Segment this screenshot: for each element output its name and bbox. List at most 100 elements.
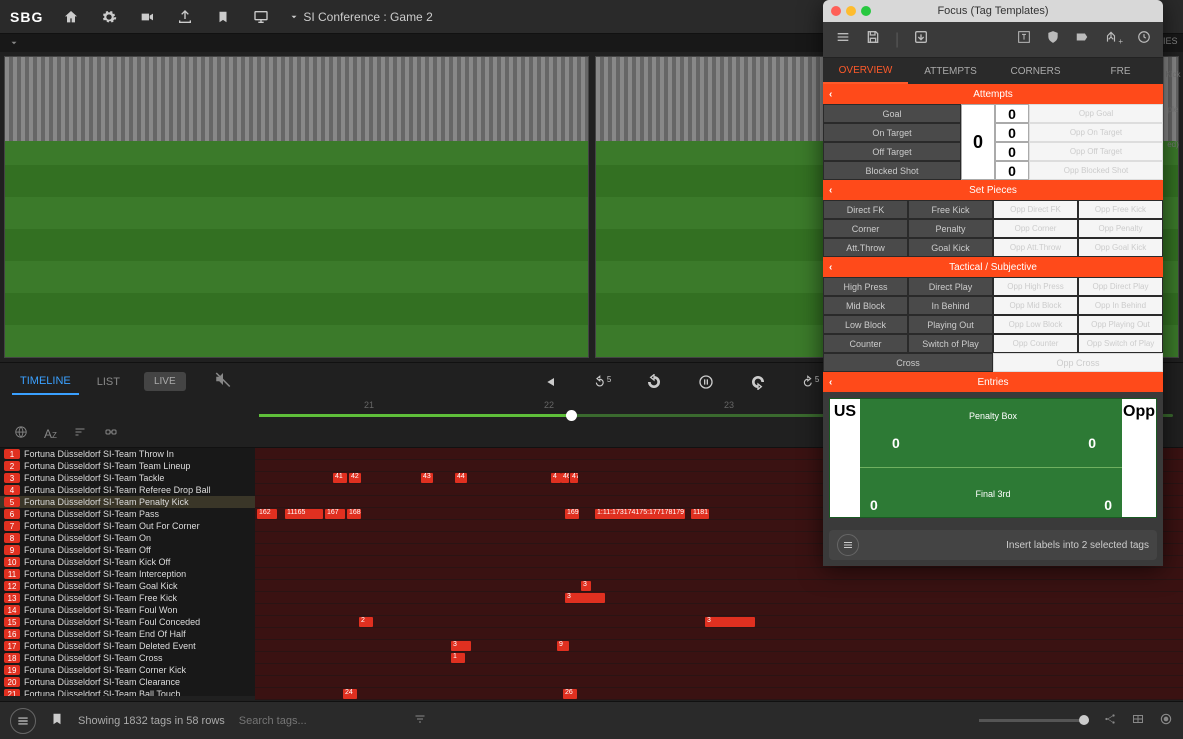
- setpiece-cell[interactable]: Opp Free Kick: [1078, 200, 1163, 219]
- tab-free[interactable]: FRE: [1078, 58, 1163, 84]
- bookmarks-icon[interactable]: [50, 711, 64, 730]
- zoom-thumb[interactable]: [1079, 715, 1089, 725]
- gear-icon[interactable]: [99, 7, 119, 27]
- clip[interactable]: 44: [455, 473, 467, 483]
- clock-icon[interactable]: [1137, 30, 1151, 49]
- clip[interactable]: 169: [565, 509, 579, 519]
- split-icon[interactable]: [1103, 712, 1117, 729]
- video-feed-1[interactable]: [4, 56, 589, 358]
- search-input[interactable]: [239, 715, 399, 727]
- merge-icon[interactable]: +: [1104, 30, 1123, 49]
- sort-lines-icon[interactable]: [73, 426, 87, 441]
- clip[interactable]: 162: [257, 509, 277, 519]
- event-row[interactable]: 21Fortuna Düsseldorf SI-Team Ball Touch: [0, 688, 255, 696]
- event-row[interactable]: 5Fortuna Düsseldorf SI-Team Penalty Kick: [0, 496, 255, 508]
- clip[interactable]: 1: [451, 653, 465, 663]
- tactical-cell[interactable]: Opp Counter: [993, 334, 1078, 353]
- clip[interactable]: 47: [570, 473, 578, 483]
- tactical-cell[interactable]: High Press: [823, 277, 908, 296]
- attempts-label[interactable]: On Target: [823, 123, 961, 142]
- clip[interactable]: 3: [705, 617, 755, 627]
- tactical-cell[interactable]: Mid Block: [823, 296, 908, 315]
- event-row[interactable]: 4Fortuna Düsseldorf SI-Team Referee Drop…: [0, 484, 255, 496]
- tab-attempts[interactable]: ATTEMPTS: [908, 58, 993, 84]
- camera-icon[interactable]: [137, 7, 157, 27]
- section-entries-header[interactable]: ‹Entries: [823, 372, 1163, 392]
- event-row[interactable]: 18Fortuna Düsseldorf SI-Team Cross: [0, 652, 255, 664]
- rewind-icon[interactable]: [645, 373, 663, 391]
- track-row[interactable]: 23: [255, 616, 1183, 628]
- breadcrumb[interactable]: SI Conference : Game 2: [289, 10, 432, 24]
- track-row[interactable]: [255, 676, 1183, 688]
- setpiece-cell[interactable]: Opp Penalty: [1078, 219, 1163, 238]
- link-icon[interactable]: [103, 426, 119, 441]
- setpiece-cell[interactable]: Corner: [823, 219, 908, 238]
- clip[interactable]: 26: [563, 689, 577, 699]
- monitor-icon[interactable]: [251, 7, 271, 27]
- tactical-cell[interactable]: Low Block: [823, 315, 908, 334]
- menu-circle-icon[interactable]: [10, 708, 36, 734]
- tactical-cell[interactable]: Playing Out: [908, 315, 993, 334]
- track-row[interactable]: [255, 568, 1183, 580]
- clip[interactable]: 168: [347, 509, 361, 519]
- event-row[interactable]: 17Fortuna Düsseldorf SI-Team Deleted Eve…: [0, 640, 255, 652]
- attempts-label[interactable]: Blocked Shot: [823, 161, 961, 180]
- clip[interactable]: 3: [451, 641, 471, 651]
- setpiece-cell[interactable]: Opp Goal Kick: [1078, 238, 1163, 257]
- tactical-cell[interactable]: Opp Direct Play: [1078, 277, 1163, 296]
- tactical-cell[interactable]: In Behind: [908, 296, 993, 315]
- track-row[interactable]: 3: [255, 580, 1183, 592]
- event-row[interactable]: 6Fortuna Düsseldorf SI-Team Pass: [0, 508, 255, 520]
- clip[interactable]: 9: [557, 641, 569, 651]
- text-box-icon[interactable]: [1016, 29, 1032, 50]
- setpiece-cell[interactable]: Att.Throw: [823, 238, 908, 257]
- clip[interactable]: 1:11:173174175:177178179: [595, 509, 685, 519]
- setpiece-cell[interactable]: Opp Att.Throw: [993, 238, 1078, 257]
- event-row[interactable]: 2Fortuna Düsseldorf SI-Team Team Lineup: [0, 460, 255, 472]
- shield-icon[interactable]: [1046, 29, 1060, 50]
- menu-icon[interactable]: [835, 29, 851, 50]
- clip[interactable]: 24: [343, 689, 357, 699]
- save-icon[interactable]: [865, 29, 881, 50]
- event-row[interactable]: 3Fortuna Düsseldorf SI-Team Tackle: [0, 472, 255, 484]
- min-dot[interactable]: [846, 6, 856, 16]
- tactical-cell[interactable]: Opp Playing Out: [1078, 315, 1163, 334]
- attempts-label[interactable]: Goal: [823, 104, 961, 123]
- tactical-cell[interactable]: Opp High Press: [993, 277, 1078, 296]
- event-row[interactable]: 8Fortuna Düsseldorf SI-Team On: [0, 532, 255, 544]
- tactical-cell[interactable]: Opp In Behind: [1078, 296, 1163, 315]
- setpiece-cell[interactable]: Free Kick: [908, 200, 993, 219]
- track-row[interactable]: 1: [255, 652, 1183, 664]
- opp-label[interactable]: Opp On Target: [1029, 123, 1163, 142]
- event-row[interactable]: 20Fortuna Düsseldorf SI-Team Clearance: [0, 676, 255, 688]
- replay-5-icon[interactable]: 5: [593, 373, 611, 391]
- clip[interactable]: 167: [325, 509, 345, 519]
- pause-icon[interactable]: [697, 373, 715, 391]
- zoom-slider[interactable]: [979, 719, 1089, 722]
- max-dot[interactable]: [861, 6, 871, 16]
- clip[interactable]: 1181: [691, 509, 709, 519]
- setpiece-cell[interactable]: Penalty: [908, 219, 993, 238]
- clip[interactable]: 42: [349, 473, 361, 483]
- tactical-cell[interactable]: Opp Mid Block: [993, 296, 1078, 315]
- tab-list[interactable]: LIST: [89, 370, 128, 394]
- clip[interactable]: 43: [421, 473, 433, 483]
- attempts-label[interactable]: Off Target: [823, 142, 961, 161]
- clip[interactable]: 4: [551, 473, 561, 483]
- event-row[interactable]: 14Fortuna Düsseldorf SI-Team Foul Won: [0, 604, 255, 616]
- event-row[interactable]: 9Fortuna Düsseldorf SI-Team Off: [0, 544, 255, 556]
- track-row[interactable]: [255, 604, 1183, 616]
- event-row[interactable]: 12Fortuna Düsseldorf SI-Team Goal Kick: [0, 580, 255, 592]
- event-row[interactable]: 11Fortuna Düsseldorf SI-Team Interceptio…: [0, 568, 255, 580]
- section-tactical-header[interactable]: ‹Tactical / Subjective: [823, 257, 1163, 277]
- clip[interactable]: 11165: [285, 509, 323, 519]
- tactical-cell[interactable]: Opp Switch of Play: [1078, 334, 1163, 353]
- grid-icon[interactable]: [1131, 713, 1145, 728]
- sort-alpha-icon[interactable]: AZ: [44, 427, 57, 441]
- home-icon[interactable]: [61, 7, 81, 27]
- clip[interactable]: 2: [359, 617, 373, 627]
- tag-icon[interactable]: [1074, 30, 1090, 49]
- track-row[interactable]: 24 26: [255, 688, 1183, 700]
- track-row[interactable]: [255, 628, 1183, 640]
- event-row[interactable]: 19Fortuna Düsseldorf SI-Team Corner Kick: [0, 664, 255, 676]
